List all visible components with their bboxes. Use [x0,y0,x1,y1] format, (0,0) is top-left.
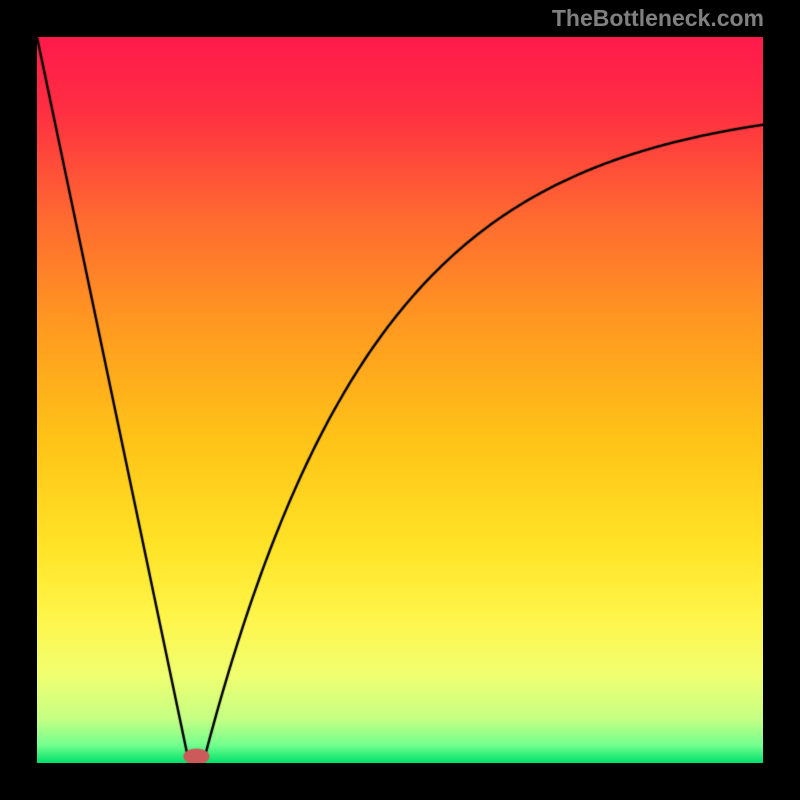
chart-frame: TheBottleneck.com [0,0,800,800]
watermark-text: TheBottleneck.com [552,5,764,32]
gradient-plot-canvas [37,37,763,763]
